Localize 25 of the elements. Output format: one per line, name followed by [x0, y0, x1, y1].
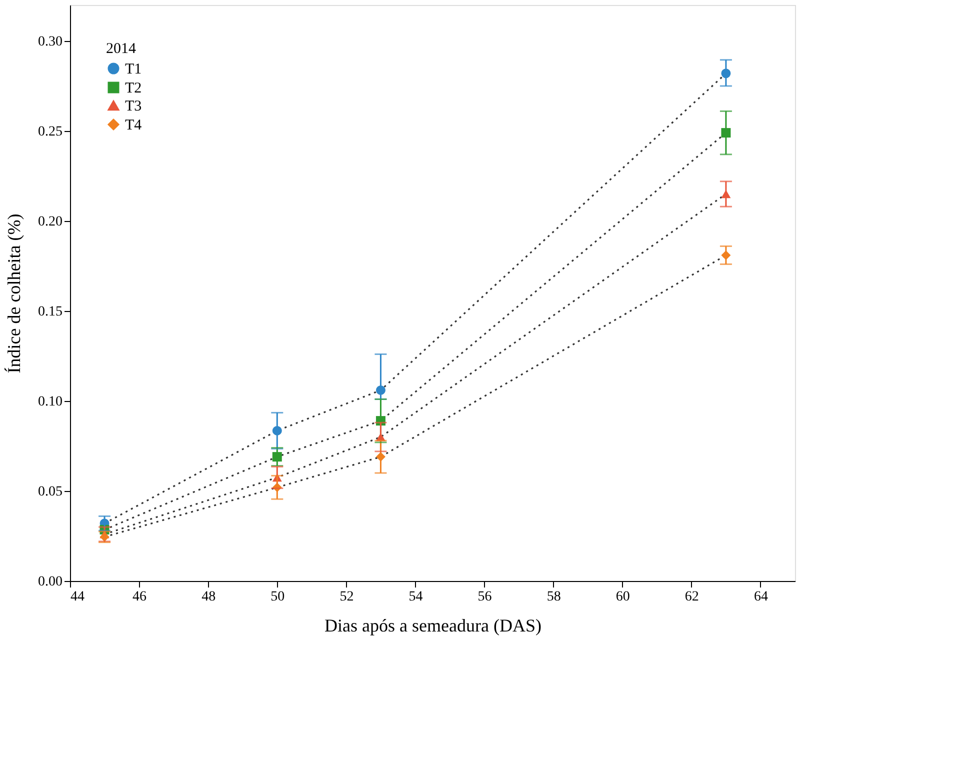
- legend-label: T2: [125, 80, 142, 96]
- x-tick-label: 54: [408, 590, 423, 604]
- legend-label: T1: [125, 62, 142, 78]
- y-tick-label: 0.00: [38, 574, 62, 590]
- x-tick-label: 50: [270, 590, 285, 604]
- x-tick-label: 60: [616, 590, 630, 604]
- y-tick-label: 0.05: [38, 484, 62, 500]
- y-tick-label: 0.25: [38, 124, 62, 140]
- x-tick-label: 62: [684, 590, 699, 604]
- x-axis-title: Dias após a semeadura (DAS): [324, 616, 542, 636]
- x-tick-label: 56: [478, 590, 492, 604]
- x-tick-label: 64: [754, 590, 768, 604]
- x-tick-label: 58: [546, 590, 561, 604]
- x-tick-label: 46: [132, 590, 147, 604]
- y-tick-label: 0.30: [38, 34, 62, 50]
- x-tick-label: 44: [70, 590, 84, 604]
- x-tick-label: 48: [202, 590, 216, 604]
- legend-label: T3: [125, 98, 142, 114]
- x-tick-label: 52: [340, 590, 354, 604]
- y-tick-label: 0.20: [38, 214, 62, 230]
- y-tick-label: 0.10: [38, 394, 62, 410]
- y-tick-label: 0.15: [38, 304, 62, 320]
- y-axis-title: Índice de colheita (%): [4, 214, 24, 374]
- legend-label: T4: [125, 118, 142, 134]
- legend-title: 2014: [106, 41, 136, 57]
